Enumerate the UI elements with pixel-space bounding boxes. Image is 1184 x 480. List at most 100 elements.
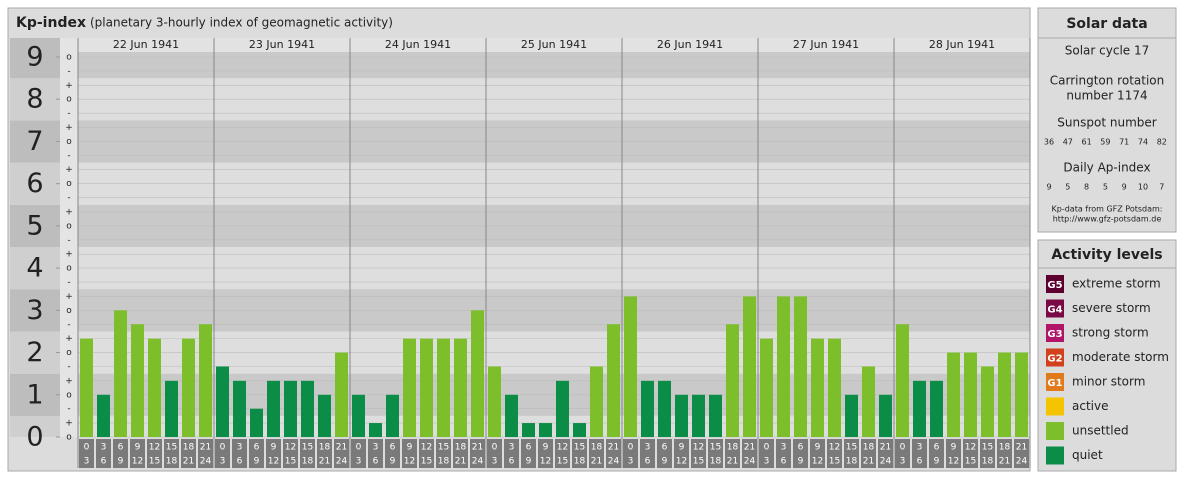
- y-tick-label: 1: [26, 379, 43, 410]
- sunspot-number: 74: [1138, 138, 1148, 147]
- bar: [590, 366, 603, 437]
- bar: [828, 338, 841, 437]
- hour-label: 9: [934, 457, 940, 467]
- hour-label: 9: [679, 443, 685, 453]
- hour-label: 21: [880, 443, 891, 453]
- sunspot-title: Sunspot number: [1057, 116, 1156, 130]
- hour-label: 18: [166, 457, 178, 467]
- hour-label: 18: [846, 457, 858, 467]
- bar: [114, 310, 127, 437]
- bar: [301, 380, 314, 437]
- hour-box: [657, 439, 672, 468]
- hour-label: 21: [200, 443, 211, 453]
- hour-label: 15: [149, 457, 160, 467]
- hour-box: [130, 439, 145, 468]
- subtick-label: -: [67, 278, 70, 288]
- ap-value: 10: [1138, 183, 1148, 192]
- hour-box: [232, 439, 247, 468]
- bar: [352, 394, 365, 437]
- bar: [760, 338, 773, 437]
- level-swatch: [1046, 446, 1064, 465]
- hour-label: 15: [846, 443, 857, 453]
- hour-box: [555, 439, 570, 468]
- hour-label: 21: [863, 457, 874, 467]
- subtick-label: +: [65, 376, 73, 386]
- bar: [131, 324, 144, 437]
- subtick-label: +: [65, 165, 73, 175]
- hour-label: 12: [540, 457, 551, 467]
- levels-title: Activity levels: [1051, 247, 1162, 263]
- hour-label: 18: [710, 457, 722, 467]
- y-tick-label: 6: [26, 168, 43, 199]
- level-label: active: [1072, 399, 1108, 413]
- level-label: extreme storm: [1072, 277, 1161, 291]
- hour-label: 9: [798, 457, 804, 467]
- sunspot-number: 36: [1044, 138, 1054, 147]
- subtick-label: o: [66, 221, 72, 231]
- hour-label: 6: [781, 457, 787, 467]
- source: http://www.gfz-potsdam.de: [1053, 215, 1162, 224]
- title: Kp-index: [16, 15, 86, 31]
- hour-label: 0: [84, 443, 90, 453]
- hour-label: 18: [438, 457, 450, 467]
- hour-box: [351, 439, 366, 468]
- bar: [947, 352, 960, 437]
- hour-label: 15: [710, 443, 721, 453]
- hour-label: 0: [492, 443, 498, 453]
- hour-label: 15: [829, 457, 840, 467]
- hour-box: [334, 439, 349, 468]
- bar: [981, 366, 994, 437]
- hour-label: 6: [390, 443, 396, 453]
- bar: [250, 408, 263, 437]
- hour-box: [759, 439, 774, 468]
- hour-label: 3: [764, 457, 770, 467]
- hour-label: 6: [509, 457, 515, 467]
- level-swatch: [1046, 422, 1064, 440]
- bar: [641, 380, 654, 437]
- day-label: 22 Jun 1941: [113, 38, 179, 51]
- subtick-label: +: [65, 123, 73, 133]
- hour-label: 6: [917, 457, 923, 467]
- ap-value: 9: [1122, 183, 1127, 192]
- hour-label: 15: [421, 457, 432, 467]
- hour-label: 6: [101, 457, 107, 467]
- hour-box: [470, 439, 485, 468]
- hour-label: 12: [557, 443, 568, 453]
- bar: [573, 423, 586, 437]
- hour-label: 15: [557, 457, 568, 467]
- ap-value: 9: [1046, 183, 1051, 192]
- hour-box: [181, 439, 196, 468]
- hour-label: 9: [662, 457, 668, 467]
- bar: [811, 338, 824, 437]
- hour-box: [742, 439, 757, 468]
- hour-label: 6: [254, 443, 260, 453]
- subtick-label: o: [66, 95, 72, 105]
- level-label: severe storm: [1072, 301, 1151, 315]
- subtick-label: o: [66, 433, 72, 443]
- hour-box: [589, 439, 604, 468]
- ap-value: 7: [1159, 183, 1164, 192]
- level-label: moderate storm: [1072, 350, 1169, 364]
- hour-label: 12: [812, 457, 823, 467]
- hour-label: 21: [183, 457, 194, 467]
- day-label: 28 Jun 1941: [929, 38, 995, 51]
- hour-label: 15: [166, 443, 177, 453]
- solar-cycle: Solar cycle 17: [1065, 44, 1150, 58]
- bar: [199, 324, 212, 437]
- sunspot-number: 59: [1100, 138, 1110, 147]
- hour-box: [708, 439, 723, 468]
- bar: [879, 394, 892, 437]
- hour-box: [640, 439, 655, 468]
- hour-box: [997, 439, 1012, 468]
- hour-label: 21: [472, 443, 483, 453]
- bar: [148, 338, 161, 437]
- hour-box: [1014, 439, 1029, 468]
- hour-box: [283, 439, 298, 468]
- day-label: 27 Jun 1941: [793, 38, 859, 51]
- hour-box: [538, 439, 553, 468]
- bar: [522, 423, 535, 437]
- hour-box: [300, 439, 315, 468]
- bar: [607, 324, 620, 437]
- hour-label: 12: [285, 443, 296, 453]
